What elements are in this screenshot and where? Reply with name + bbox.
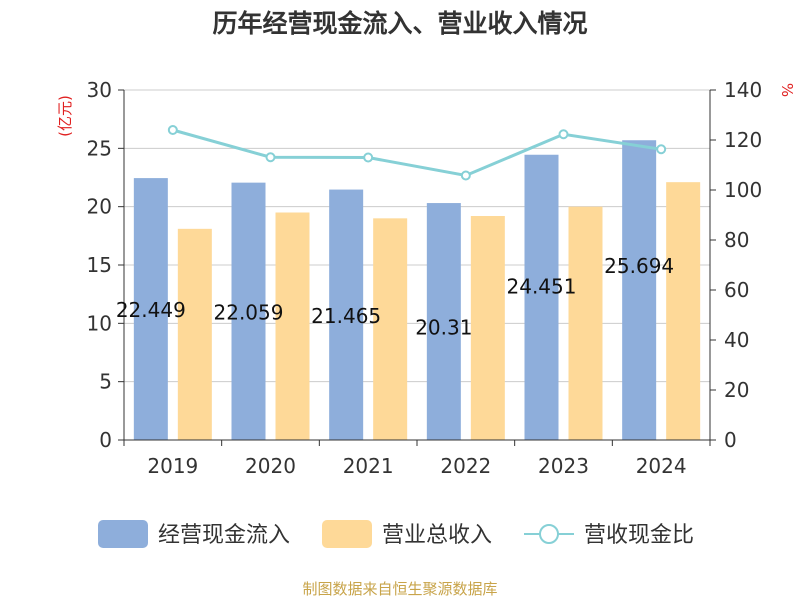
y-right-tick-label: 80	[724, 228, 749, 252]
bar-cash-inflow	[231, 182, 266, 440]
ratio-point	[460, 170, 471, 181]
ratio-point	[656, 144, 667, 155]
bar-value-label: 25.694	[604, 254, 674, 278]
bar-value-label: 22.059	[214, 300, 284, 324]
y-left-unit-label: (亿元)	[56, 95, 74, 137]
bar-cash-inflow	[622, 140, 657, 440]
x-tick-label: 2021	[343, 454, 394, 478]
legend-label-ratio: 营收现金比	[584, 523, 694, 548]
ratio-point	[363, 152, 374, 163]
bar-value-label: 22.449	[116, 298, 186, 322]
bar-cash-inflow	[133, 178, 168, 440]
ratio-line-path	[172, 128, 662, 178]
x-tick-label: 2020	[245, 454, 296, 478]
bar-revenue	[666, 182, 701, 440]
bar-revenue	[470, 216, 505, 440]
y-left-tick-label: 0	[99, 428, 112, 452]
bar-revenue	[568, 206, 603, 440]
x-tick-label: 2024	[636, 454, 687, 478]
ratio-point	[265, 152, 276, 163]
x-tick-label: 2019	[147, 454, 198, 478]
y-right-tick-label: 140	[724, 78, 762, 102]
y-right-tick-label: 0	[724, 428, 737, 452]
y-left-tick-label: 5	[99, 370, 112, 394]
y-right-tick-label: 60	[724, 278, 749, 302]
y-left-tick-label: 25	[87, 136, 112, 160]
y-left-tick-label: 20	[87, 195, 112, 219]
legend-swatch-cash-inflow	[98, 520, 148, 548]
ratio-point	[167, 125, 178, 135]
y-right-tick-label: 120	[724, 128, 762, 152]
x-tick-label: 2022	[440, 454, 491, 478]
bar-cash-inflow	[426, 203, 461, 440]
bar-value-label: 21.465	[311, 304, 381, 328]
data-labels: 22.449 22.059 21.465 20.31 24.451 25.694	[116, 254, 674, 339]
grid	[124, 89, 710, 383]
bar-cash-inflow	[524, 154, 559, 440]
y-right-tick-label: 40	[724, 328, 749, 352]
bar-revenue	[373, 218, 408, 440]
chart-title: 历年经营现金流入、营业收入情况	[212, 9, 587, 38]
legend-swatch-revenue	[322, 520, 372, 548]
bar-value-label: 24.451	[507, 274, 577, 298]
source-note: 制图数据来自恒生聚源数据库	[302, 580, 498, 598]
legend-label-revenue: 营业总收入	[382, 523, 492, 548]
y-left-tick-label: 30	[87, 78, 112, 102]
y-right-tick-label: 100	[724, 178, 762, 202]
bar-value-label: 20.31	[415, 316, 472, 340]
ratio-point	[558, 129, 569, 140]
legend-marker-ratio	[539, 524, 559, 544]
ratio-line	[167, 125, 667, 181]
bars	[133, 140, 701, 440]
legend-label-cash-inflow: 经营现金流入	[158, 523, 290, 548]
y-right-unit-label: %	[778, 83, 796, 97]
legend: 经营现金流入 营业总收入 营收现金比	[98, 520, 694, 548]
y-left-tick-label: 15	[87, 253, 112, 277]
y-right-tick-label: 20	[724, 378, 749, 402]
bar-revenue	[275, 212, 310, 440]
bar-revenue	[177, 228, 212, 440]
bar-cash-inflow	[329, 189, 364, 440]
axes: 0 5 10 15 20 25 30 0 20 40 60 80 100 120 140 (亿元)% 2019 2…	[56, 78, 796, 478]
y-left-tick-label: 10	[87, 311, 112, 335]
x-tick-label: 2023	[538, 454, 589, 478]
